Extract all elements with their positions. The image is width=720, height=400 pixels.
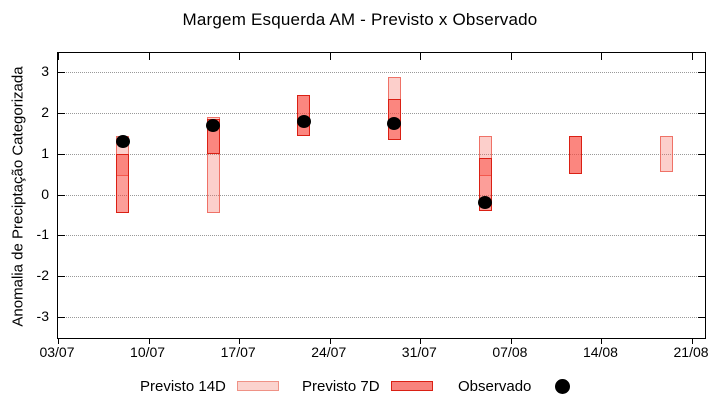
h-gridline bbox=[58, 113, 705, 115]
legend: Previsto 14D Previsto 7D Observado bbox=[0, 376, 720, 396]
y-tick-right bbox=[698, 316, 705, 318]
h-gridline bbox=[58, 275, 705, 277]
x-tick-label: 03/07 bbox=[39, 344, 75, 360]
observado-dot bbox=[115, 135, 130, 149]
x-tick-top bbox=[329, 53, 331, 60]
legend-label-previsto-7d: Previsto 7D bbox=[302, 377, 380, 395]
previsto-7d-bar bbox=[569, 135, 583, 175]
x-tick-bottom bbox=[420, 338, 422, 344]
h-gridline bbox=[58, 235, 705, 237]
x-tick-bottom bbox=[329, 338, 331, 344]
observado-dot bbox=[296, 114, 311, 128]
x-tick-top bbox=[420, 53, 422, 60]
y-tick-label: 0 bbox=[41, 185, 49, 202]
y-tick-left bbox=[58, 275, 65, 277]
y-tick-left bbox=[58, 316, 65, 318]
y-tick-left bbox=[58, 235, 65, 237]
observado-dot bbox=[478, 196, 493, 210]
previsto-7d-swatch bbox=[390, 381, 433, 391]
y-tick-label: -1 bbox=[36, 226, 49, 243]
x-tick-top bbox=[510, 53, 512, 60]
y-tick-label: 2 bbox=[41, 104, 49, 121]
x-tick-label: 24/07 bbox=[311, 344, 347, 360]
y-tick-right bbox=[698, 235, 705, 237]
legend-label-observado: Observado bbox=[458, 377, 532, 395]
y-tick-right bbox=[698, 194, 705, 196]
x-tick-label: 14/08 bbox=[582, 344, 618, 360]
x-tick-label: 10/07 bbox=[130, 344, 166, 360]
plot-area bbox=[57, 52, 706, 344]
x-tick-label: 31/07 bbox=[401, 344, 437, 360]
x-tick-top bbox=[239, 53, 241, 60]
observado-swatch-dot bbox=[555, 378, 571, 394]
y-tick-right bbox=[698, 275, 705, 277]
x-tick-top bbox=[601, 53, 603, 60]
x-tick-top bbox=[692, 53, 694, 60]
y-tick-left bbox=[58, 194, 65, 196]
legend-item-previsto-7d: Previsto 7D bbox=[302, 376, 433, 396]
h-gridline bbox=[58, 194, 705, 196]
previsto-14d-bar bbox=[659, 135, 673, 173]
x-tick-bottom bbox=[510, 338, 512, 344]
x-tick-bottom bbox=[692, 338, 694, 344]
x-tick-bottom bbox=[239, 338, 241, 344]
y-tick-label: 1 bbox=[41, 144, 49, 161]
y-tick-left bbox=[58, 153, 65, 155]
h-gridline bbox=[58, 153, 705, 155]
y-tick-left bbox=[58, 113, 65, 115]
chart-title: Margem Esquerda AM - Previsto x Observad… bbox=[182, 10, 538, 29]
y-tick-right bbox=[698, 153, 705, 155]
x-tick-bottom bbox=[148, 338, 150, 344]
legend-label-previsto-14d: Previsto 14D bbox=[140, 377, 226, 395]
x-tick-bottom bbox=[601, 338, 603, 344]
y-tick-right bbox=[698, 72, 705, 74]
h-gridline bbox=[58, 72, 705, 74]
x-tick-bottom bbox=[58, 338, 59, 344]
previsto-7d-bar bbox=[116, 153, 130, 213]
observado-dot bbox=[206, 118, 221, 132]
previsto-14d-swatch bbox=[236, 381, 279, 391]
x-tick-top bbox=[58, 53, 59, 60]
x-tick-label: 07/08 bbox=[492, 344, 528, 360]
y-tick-left bbox=[58, 72, 65, 74]
y-tick-right bbox=[698, 113, 705, 115]
h-gridline bbox=[58, 316, 705, 318]
legend-item-previsto-14d: Previsto 14D bbox=[140, 376, 279, 396]
x-tick-top bbox=[148, 53, 150, 60]
y-tick-label: -2 bbox=[36, 266, 49, 283]
y-tick-label: 3 bbox=[41, 63, 49, 80]
legend-item-observado: Observado bbox=[458, 376, 571, 396]
observado-dot bbox=[387, 116, 402, 130]
x-tick-label: 17/07 bbox=[220, 344, 256, 360]
x-tick-label: 21/08 bbox=[673, 344, 709, 360]
y-tick-label: -3 bbox=[36, 307, 49, 324]
